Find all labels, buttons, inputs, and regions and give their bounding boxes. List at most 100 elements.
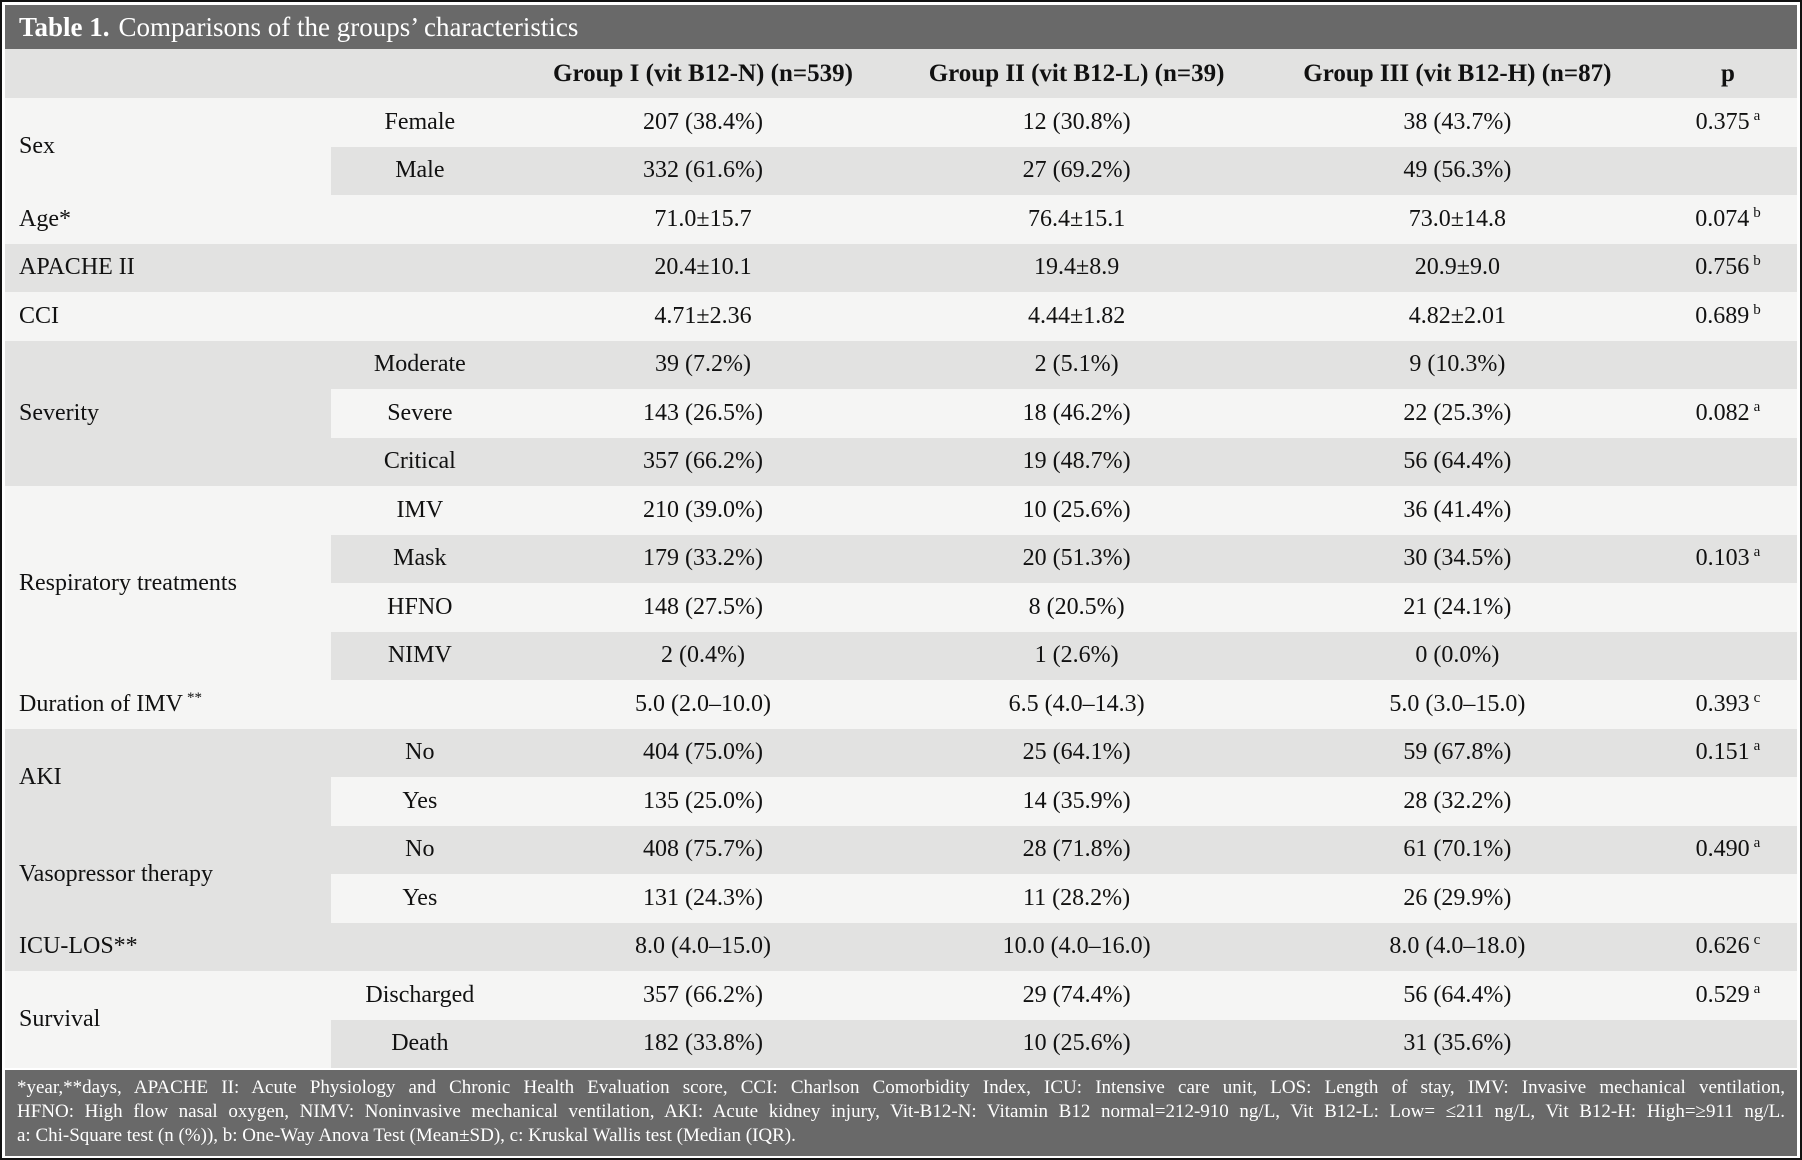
cell-group1: 135 (25.0%) [642, 787, 763, 814]
p-value: 0.689 [1695, 302, 1750, 329]
cell-group1: 357 (66.2%) [642, 448, 763, 475]
cell-group2: 76.4±15.1 [1028, 205, 1126, 232]
table-title-text: Comparisons of the groups’ characteristi… [118, 11, 579, 42]
cell-group1: 404 (75.0%) [642, 739, 763, 766]
cell-p: 0.490 a [1659, 826, 1797, 875]
cell-group3: 59 (67.8%) [1403, 739, 1512, 766]
row-label: ICU-LOS** [19, 933, 138, 960]
table-row: Survival Discharged 357 (66.2%) 29 (74.4… [5, 971, 1797, 1068]
cell-group3: 4.82±2.01 [1408, 302, 1506, 329]
table-row: Vasopressor therapy No 408 (75.7%) 28 (7… [5, 825, 1797, 923]
header-group3: Group III (vit B12-H) (n=87) [1255, 49, 1659, 98]
cell-p [1659, 341, 1797, 390]
cell-group2: 12 (30.8%) [1022, 108, 1131, 135]
cell-group2: 20 (51.3%) [1022, 545, 1131, 572]
cell-group1: 2 (0.4%) [660, 642, 745, 669]
row-label: Respiratory treatments [5, 486, 332, 680]
cell-group2: 8 (20.5%) [1028, 593, 1125, 620]
row-sublabel: Male [395, 157, 445, 184]
cell-p [1659, 438, 1797, 487]
p-value: 0.626 [1695, 933, 1750, 960]
row-sublabel: Discharged [365, 981, 475, 1008]
row-label: Duration of IMV ** [5, 680, 331, 729]
row-sublabel: Death [391, 1030, 449, 1057]
cell-group2: 4.44±1.82 [1028, 302, 1126, 329]
cell-group2: 27 (69.2%) [1022, 157, 1131, 184]
cell-group1: 4.71±2.36 [654, 302, 752, 329]
cell-group3: 31 (35.6%) [1403, 1030, 1512, 1057]
cell-group1: 332 (61.6%) [642, 157, 763, 184]
cell-p: 0.074 b [1659, 195, 1797, 244]
footnote-bar: *year,**days, APACHE II: Acute Physiolog… [5, 1070, 1797, 1157]
p-superscript: c [1753, 932, 1761, 949]
table-row: Sex Female 207 (38.4%) 12 (30.8%) 38 (43… [5, 98, 1797, 195]
row-sublabel [331, 195, 508, 244]
cell-group1: 143 (26.5%) [642, 399, 763, 426]
cell-p: 0.082 a [1659, 389, 1797, 438]
cell-group2: 10 (25.6%) [1022, 1030, 1131, 1057]
table-row: Respiratory treatments IMV 210 (39.0%) 1… [5, 486, 1797, 680]
table-row: ICU-LOS** 8.0 (4.0–15.0) 10.0 (4.0–16.0)… [5, 922, 1797, 972]
cell-p: 0.689 b [1659, 292, 1797, 341]
row-sublabel: Yes [402, 884, 438, 911]
row-label: CCI [19, 302, 60, 329]
cell-p: 0.375 a [1659, 98, 1797, 147]
table-number: Table 1. [19, 11, 110, 42]
cell-p [1659, 1020, 1797, 1069]
cell-group3: 36 (41.4%) [1403, 496, 1512, 523]
cell-group1: 207 (38.4%) [642, 108, 763, 135]
p-superscript: b [1753, 253, 1761, 270]
cell-p: 0.151 a [1659, 729, 1797, 778]
row-label: Survival [5, 971, 332, 1068]
p-value: 0.375 [1695, 108, 1750, 135]
row-sublabel: Moderate [373, 351, 466, 378]
cell-p: 0.393 c [1659, 680, 1797, 729]
p-superscript: a [1753, 980, 1761, 997]
comparison-table: Group I (vit B12-N) (n=539) Group II (vi… [5, 49, 1797, 1068]
cell-p [1659, 874, 1797, 923]
cell-group2: 25 (64.1%) [1022, 739, 1131, 766]
cell-group1: 148 (27.5%) [642, 593, 763, 620]
row-label: Age* [19, 205, 71, 232]
row-sublabel: Yes [402, 787, 438, 814]
table-row: Duration of IMV ** 5.0 (2.0–10.0) 6.5 (4.… [5, 680, 1797, 729]
header-p: p [1658, 49, 1797, 98]
table-row: Age* 71.0±15.7 76.4±15.1 73.0±14.8 0.074… [5, 195, 1797, 244]
footnote-line-3: a: Chi-Square test (n (%)), b: One-Way A… [17, 1125, 796, 1147]
table-row: AKI No 404 (75.0%) 25 (64.1%) 59 (67.8%)… [5, 728, 1797, 826]
p-superscript: a [1753, 835, 1761, 852]
row-sublabel [331, 244, 508, 293]
cell-group3: 5.0 (3.0–15.0) [1389, 690, 1526, 717]
row-sublabel: No [405, 739, 435, 766]
cell-group1: 5.0 (2.0–10.0) [634, 690, 771, 717]
cell-p: 0.626 c [1659, 923, 1797, 972]
cell-group2: 11 (28.2%) [1023, 884, 1131, 911]
row-label: Vasopressor therapy [5, 825, 332, 923]
row-label: APACHE II [19, 254, 135, 281]
row-label: AKI [5, 728, 332, 826]
cell-group2: 2 (5.1%) [1034, 351, 1119, 378]
cell-group3: 21 (24.1%) [1403, 593, 1512, 620]
cell-group3: 49 (56.3%) [1403, 157, 1512, 184]
table-row: Severity Moderate 39 (7.2%) 2 (5.1%) 9 (… [5, 340, 1797, 486]
cell-group2: 29 (74.4%) [1022, 981, 1131, 1008]
header-group2: Group II (vit B12-L) (n=39) [897, 49, 1256, 98]
cell-group1: 20.4±10.1 [654, 254, 752, 281]
cell-p [1659, 632, 1797, 681]
cell-group2: 1 (2.6%) [1034, 642, 1119, 669]
row-label: Sex [5, 98, 332, 195]
p-superscript: b [1753, 301, 1761, 318]
p-value: 0.151 [1695, 739, 1750, 766]
p-value: 0.490 [1695, 836, 1750, 863]
p-value: 0.082 [1695, 399, 1750, 426]
cell-group3: 56 (64.4%) [1403, 981, 1512, 1008]
cell-group1: 8.0 (4.0–15.0) [634, 933, 771, 960]
p-superscript: b [1753, 204, 1761, 221]
cell-group1: 179 (33.2%) [642, 545, 763, 572]
row-sublabel: Female [384, 108, 456, 135]
row-sublabel [331, 923, 508, 972]
cell-group3: 22 (25.3%) [1403, 399, 1512, 426]
cell-group2: 18 (46.2%) [1022, 399, 1131, 426]
cell-group3: 0 (0.0%) [1415, 642, 1500, 669]
